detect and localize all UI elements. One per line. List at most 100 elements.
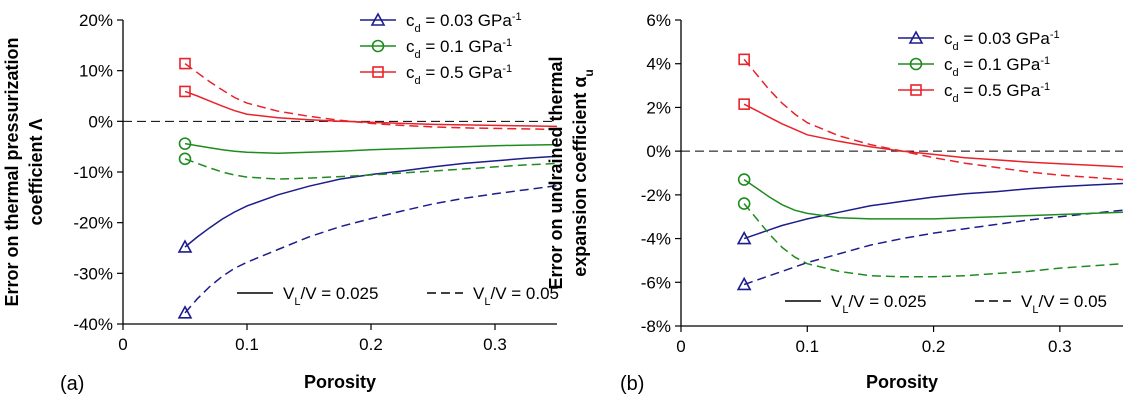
y-tick-label: -2% <box>641 186 671 205</box>
legend-style-label: VL/V = 0.05 <box>1021 292 1107 316</box>
y-tick-label: -6% <box>641 273 671 292</box>
legend-superscript: -1 <box>502 63 512 75</box>
legend-text: V <box>473 284 485 303</box>
legend-subscript: d <box>953 41 959 53</box>
y-axis-label-text: coefficient Λ <box>26 118 46 225</box>
legend-label: cd = 0.5 GPa-1 <box>944 81 1050 105</box>
legend-subscript: d <box>953 93 959 105</box>
chart-panel-a: -40% -30% -20% -10% 0% 10% 20% 0 0.1 0.2 0.3 Porosi… <box>2 11 559 395</box>
y-tick-label: -40% <box>73 315 113 334</box>
legend-marker <box>372 66 384 78</box>
y-tick-label: -30% <box>73 264 113 283</box>
series-marker <box>738 53 750 66</box>
x-tick-label: 0.1 <box>795 337 819 356</box>
legend-label: cd = 0.03 GPa-1 <box>406 11 522 35</box>
series-marker <box>178 137 192 150</box>
y-tick-label: 20% <box>79 11 113 30</box>
y-tick-label: -4% <box>641 230 671 249</box>
legend-text: c <box>406 11 415 30</box>
legend-subscript: d <box>415 23 421 35</box>
series-line <box>184 184 558 314</box>
legend-text: = 0.1 GPa <box>421 37 503 56</box>
legend-text: V <box>831 292 843 311</box>
legend-label: cd = 0.5 GPa-1 <box>406 63 512 87</box>
y-tick-label: -10% <box>73 163 113 182</box>
legend-subscript: d <box>415 49 421 61</box>
legend-text: c <box>944 81 953 100</box>
legend-label: cd = 0.1 GPa-1 <box>944 55 1050 79</box>
y-axis-label-line1: Error on thermal pressurization <box>2 37 22 306</box>
legend-label: cd = 0.1 GPa-1 <box>406 37 512 61</box>
legend-superscript: -1 <box>502 37 512 49</box>
series-marker <box>177 305 193 319</box>
series-line <box>743 58 1124 181</box>
legend-subscript: d <box>953 67 959 79</box>
legend-text: = 0.5 GPa <box>421 63 503 82</box>
series-marker <box>736 230 752 245</box>
x-tick-label: 0.1 <box>235 335 259 354</box>
chart-panel-b: -8% -6% -4% -2% 0% 2% 4% 6% 0 0.1 0.2 0.3 Porosity Er… <box>546 11 1124 395</box>
panel-label: (b) <box>620 373 644 395</box>
legend-superscript: -1 <box>512 11 522 23</box>
x-tick-label: 0.3 <box>483 335 507 354</box>
y-axis-label-line1: Error on undrained thermal <box>546 56 566 289</box>
series-line <box>743 178 1124 220</box>
legend-text: V <box>1021 292 1033 311</box>
legend-text: /V = 0.025 <box>848 292 926 311</box>
legend-text: /V = 0.025 <box>300 284 378 303</box>
series-marker <box>736 276 752 291</box>
y-tick-label: 2% <box>646 98 671 117</box>
legend-text: V <box>283 284 295 303</box>
panel-label: (a) <box>60 373 84 395</box>
legend-text: /V = 0.05 <box>1038 292 1107 311</box>
x-axis-label: Porosity <box>304 372 376 392</box>
series-marker <box>737 197 751 210</box>
legend-subscript: L <box>294 296 300 308</box>
x-tick-label: 0 <box>118 335 127 354</box>
y-axis-label-subscript: u <box>582 69 596 76</box>
legend-text: = 0.1 GPa <box>959 55 1041 74</box>
x-tick-label: 0.3 <box>1048 337 1072 356</box>
legend-marker <box>370 12 386 26</box>
legend-text: c <box>944 55 953 74</box>
series-line <box>743 209 1124 286</box>
legend-superscript: -1 <box>1040 55 1050 67</box>
y-axis-label-line2: coefficient Λ <box>26 118 46 225</box>
legend-text: c <box>944 29 953 48</box>
legend-subscript: L <box>484 296 490 308</box>
legend-style-label: VL/V = 0.05 <box>473 284 559 308</box>
legend-marker <box>371 39 385 53</box>
legend-superscript: -1 <box>1040 81 1050 93</box>
series-marker <box>178 152 192 166</box>
legend-subscript: d <box>415 75 421 87</box>
legend-superscript: -1 <box>1050 29 1060 41</box>
x-tick-label: 0 <box>676 337 685 356</box>
series-line <box>184 142 558 155</box>
y-tick-label: 6% <box>646 11 671 30</box>
series-marker <box>179 85 191 98</box>
series-line <box>184 158 558 180</box>
legend-subscript: L <box>1032 304 1038 316</box>
series-marker <box>177 239 193 253</box>
y-axis-label-text: expansion coefficient α <box>570 77 590 277</box>
legend-label: cd = 0.03 GPa-1 <box>944 29 1060 53</box>
legend-style-label: VL/V = 0.025 <box>283 284 378 308</box>
y-tick-label: -8% <box>641 317 671 336</box>
legend-text: /V = 0.05 <box>490 284 559 303</box>
series-line <box>184 155 558 248</box>
y-tick-label: 10% <box>79 62 113 81</box>
legend-text: c <box>406 63 415 82</box>
y-tick-label: 0% <box>88 112 113 131</box>
series-line <box>184 62 558 131</box>
legend-text: = 0.5 GPa <box>959 81 1041 100</box>
x-tick-label: 0.2 <box>359 335 383 354</box>
series-line <box>184 90 558 128</box>
y-tick-label: 4% <box>646 55 671 74</box>
y-tick-label: -20% <box>73 214 113 233</box>
series-marker <box>179 57 191 70</box>
legend-text: c <box>406 37 415 56</box>
legend-style-label: VL/V = 0.025 <box>831 292 926 316</box>
y-axis-label-line2: expansion coefficient αu <box>570 69 596 276</box>
series-marker <box>738 98 750 110</box>
